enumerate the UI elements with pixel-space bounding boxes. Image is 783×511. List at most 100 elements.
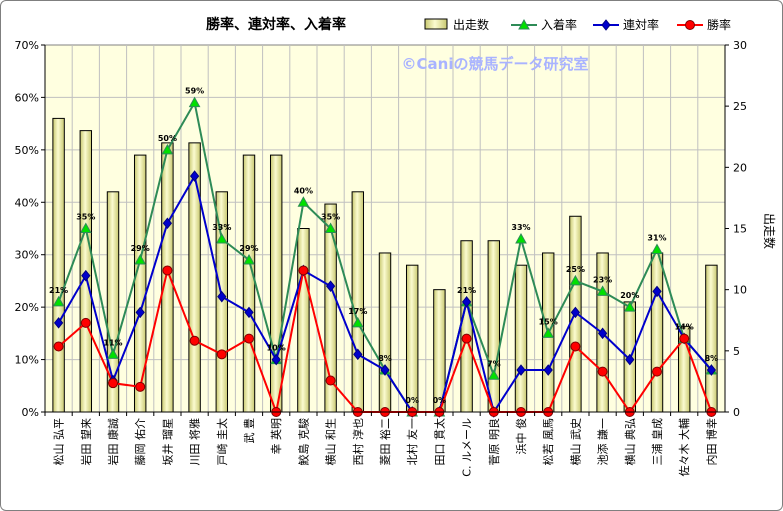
data-label: 7%: [487, 359, 501, 368]
marker-triangle: [134, 253, 147, 265]
legend-marker-diamond: [601, 19, 611, 31]
right-axis-tick-label: 15: [733, 223, 747, 236]
marker-diamond: [706, 364, 717, 376]
right-axis-tick-label: 20: [733, 161, 747, 174]
data-label: 11%: [103, 338, 122, 347]
left-axis-tick-label: 30%: [15, 249, 39, 262]
bar-starts: [460, 240, 473, 413]
data-label: 50%: [158, 134, 177, 143]
marker-circle: [108, 378, 118, 389]
bar-starts: [161, 142, 174, 413]
category-label: 幸 英明: [269, 418, 283, 455]
marker-circle: [244, 333, 254, 344]
data-label: 10%: [267, 344, 286, 353]
category-label: 西村 淳也: [351, 418, 365, 466]
data-label: 29%: [131, 244, 150, 253]
category-label: 横山 典弘: [623, 418, 637, 466]
category-label: 松若 風馬: [541, 418, 555, 466]
marker-diamond: [217, 290, 227, 303]
legend-marker-triangle: [518, 18, 530, 30]
marker-triangle: [79, 222, 92, 233]
bar-starts: [405, 264, 419, 413]
marker-triangle: [107, 348, 119, 359]
marker-diamond: [271, 353, 281, 366]
data-label: 0%: [433, 396, 447, 405]
data-label: 29%: [239, 244, 258, 253]
right-axis-tick-label: 10: [733, 284, 747, 297]
marker-triangle: [542, 327, 555, 338]
data-label: 0%: [405, 396, 419, 405]
marker-triangle: [188, 96, 201, 108]
legend-marker-circle: [685, 20, 695, 30]
bar-starts: [705, 264, 718, 413]
marker-diamond: [81, 269, 91, 282]
legend: 出走数 入着率 連対率 勝率: [424, 17, 731, 32]
marker-diamond: [189, 170, 200, 182]
left-axis-tick-label: 70%: [15, 39, 39, 52]
legend-label: 連対率: [623, 17, 659, 32]
marker-triangle: [515, 232, 527, 244]
category-label: 佐々木 大輔: [677, 418, 691, 477]
marker-diamond: [625, 353, 635, 366]
marker-triangle: [161, 143, 174, 155]
bar-starts: [487, 240, 501, 413]
legend-label: 勝率: [707, 17, 731, 32]
data-label: 21%: [457, 286, 476, 295]
category-label: 横山 武史: [568, 418, 582, 466]
category-label: 三浦 皇成: [650, 418, 664, 466]
category-label: 菱田 裕二: [379, 418, 392, 466]
marker-diamond: [597, 327, 608, 340]
marker-diamond: [162, 217, 173, 230]
marker-triangle: [243, 253, 255, 265]
category-label: 岩田 康誠: [106, 418, 120, 466]
watermark-text: ©Caniの競馬データ研究室: [402, 55, 589, 73]
marker-diamond: [570, 306, 581, 319]
marker-diamond: [516, 364, 526, 376]
bar-starts: [52, 117, 65, 413]
data-label: 20%: [620, 291, 639, 300]
marker-diamond: [135, 306, 145, 319]
legend-label: 出走数: [453, 17, 489, 32]
right-axis-tick-label: 0: [733, 406, 740, 419]
marker-triangle: [351, 316, 364, 328]
category-label: 横山 和生: [324, 418, 338, 466]
category-label: 内田 博幸: [704, 418, 718, 466]
marker-triangle: [215, 232, 228, 244]
data-label: 25%: [566, 265, 585, 274]
marker-circle: [652, 366, 662, 377]
marker-diamond: [380, 364, 390, 376]
data-label: 8%: [378, 354, 392, 363]
left-axis-tick-label: 0%: [22, 406, 39, 419]
bar-starts: [269, 154, 283, 413]
marker-circle: [461, 333, 472, 344]
marker-triangle: [52, 295, 65, 307]
left-axis-tick-label: 10%: [15, 354, 39, 367]
data-label: 35%: [321, 213, 340, 222]
category-label: 藤岡 佑介: [133, 418, 147, 466]
marker-diamond: [325, 280, 336, 292]
right-axis-tick-label: 5: [733, 345, 740, 358]
data-label: 33%: [212, 223, 231, 232]
left-axis-tick-label: 60%: [15, 91, 39, 104]
data-label: 15%: [539, 317, 558, 326]
data-label: 17%: [348, 307, 367, 316]
marker-diamond: [244, 306, 254, 319]
marker-triangle: [324, 222, 337, 233]
marker-circle: [53, 341, 64, 352]
data-label: 59%: [185, 87, 204, 96]
marker-diamond: [53, 317, 64, 329]
bar-starts: [378, 252, 392, 413]
left-axis-tick-label: 50%: [15, 144, 39, 157]
legend-label: 入着率: [541, 17, 577, 32]
bar-starts: [514, 264, 528, 413]
category-label: 鮫島 克駿: [296, 418, 310, 466]
marker-circle: [325, 375, 336, 386]
bar-starts: [297, 228, 310, 413]
marker-triangle: [651, 243, 663, 254]
data-label: 23%: [593, 275, 612, 284]
bar-starts: [242, 154, 256, 413]
marker-circle: [597, 366, 608, 377]
legend-swatch-bar: [424, 18, 448, 30]
marker-triangle: [487, 369, 500, 380]
